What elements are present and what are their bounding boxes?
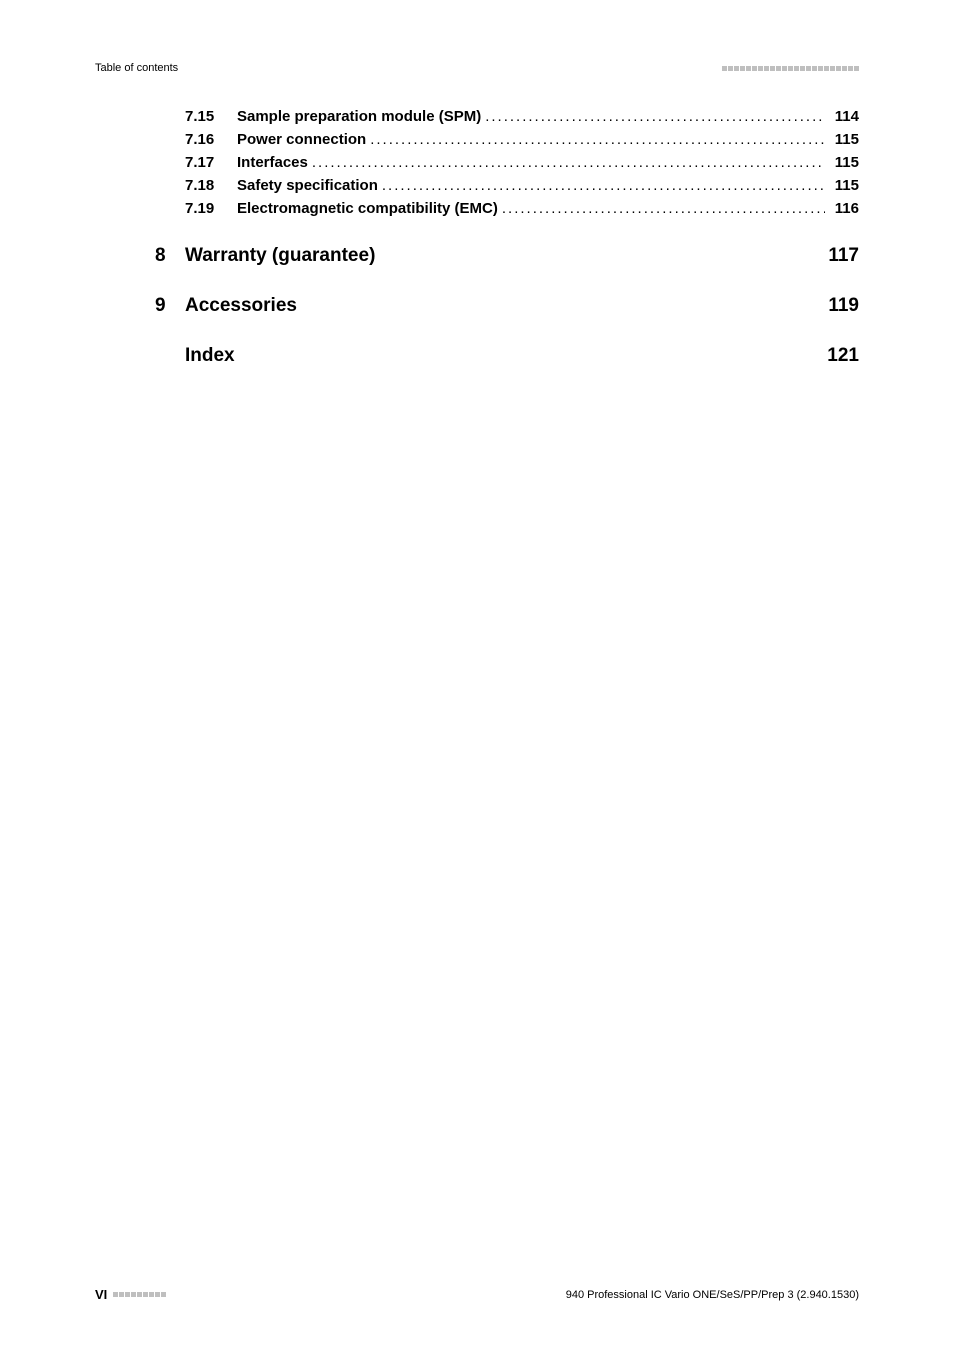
page-header: Table of contents — [0, 62, 954, 74]
toc-chapter-title: Accessories — [185, 295, 828, 317]
toc-leader-dots: ........................................… — [481, 108, 825, 125]
toc-sub-number: 7.18 — [185, 177, 237, 194]
footer-left: VI — [95, 1287, 166, 1302]
toc-sub-number: 7.19 — [185, 200, 237, 217]
toc-sub-page: 114 — [825, 108, 859, 125]
toc-content: 7.15Sample preparation module (SPM) ....… — [185, 108, 859, 367]
toc-chapter-title: Warranty (guarantee) — [185, 245, 828, 267]
toc-leader-dots: ........................................… — [378, 177, 825, 194]
toc-leader-dots: ........................................… — [366, 131, 825, 148]
toc-sub-number: 7.17 — [185, 154, 237, 171]
page-number: VI — [95, 1287, 107, 1302]
toc-chapter-page: 119 — [828, 295, 859, 317]
toc-leader-dots: ........................................… — [308, 154, 825, 171]
toc-sub-entry: 7.18Safety specification ...............… — [185, 177, 859, 194]
toc-chapter-entry: Index121 — [185, 345, 859, 367]
toc-sub-entry: 7.19Electromagnetic compatibility (EMC) … — [185, 200, 859, 217]
toc-sub-entry: 7.15Sample preparation module (SPM) ....… — [185, 108, 859, 125]
toc-sub-number: 7.16 — [185, 131, 237, 148]
toc-chapter-number: 8 — [155, 245, 185, 267]
toc-sub-page: 115 — [825, 154, 859, 171]
toc-sub-title: Power connection — [237, 131, 366, 148]
toc-chapter-entry: 9Accessories119 — [185, 295, 859, 317]
toc-sub-page: 115 — [825, 131, 859, 148]
page-footer: VI 940 Professional IC Vario ONE/SeS/PP/… — [95, 1287, 859, 1302]
toc-leader-dots: ........................................… — [498, 200, 825, 217]
toc-chapter-entry: 8Warranty (guarantee)117 — [185, 245, 859, 267]
toc-sub-entry: 7.16Power connection ...................… — [185, 131, 859, 148]
toc-sub-title: Electromagnetic compatibility (EMC) — [237, 200, 498, 217]
toc-chapter-page: 117 — [828, 245, 859, 267]
footer-doc-info: 940 Professional IC Vario ONE/SeS/PP/Pre… — [566, 1289, 859, 1301]
toc-sub-page: 115 — [825, 177, 859, 194]
toc-chapter-page: 121 — [827, 345, 859, 367]
footer-decoration — [113, 1292, 166, 1297]
toc-chapter-title: Index — [185, 345, 827, 367]
toc-sub-page: 116 — [825, 200, 859, 217]
toc-sub-entry: 7.17Interfaces .........................… — [185, 154, 859, 171]
toc-sub-title: Sample preparation module (SPM) — [237, 108, 481, 125]
header-title: Table of contents — [95, 62, 178, 74]
toc-sub-title: Interfaces — [237, 154, 308, 171]
toc-sub-number: 7.15 — [185, 108, 237, 125]
toc-sub-title: Safety specification — [237, 177, 378, 194]
header-decoration — [722, 66, 859, 71]
toc-chapter-number: 9 — [155, 295, 185, 317]
